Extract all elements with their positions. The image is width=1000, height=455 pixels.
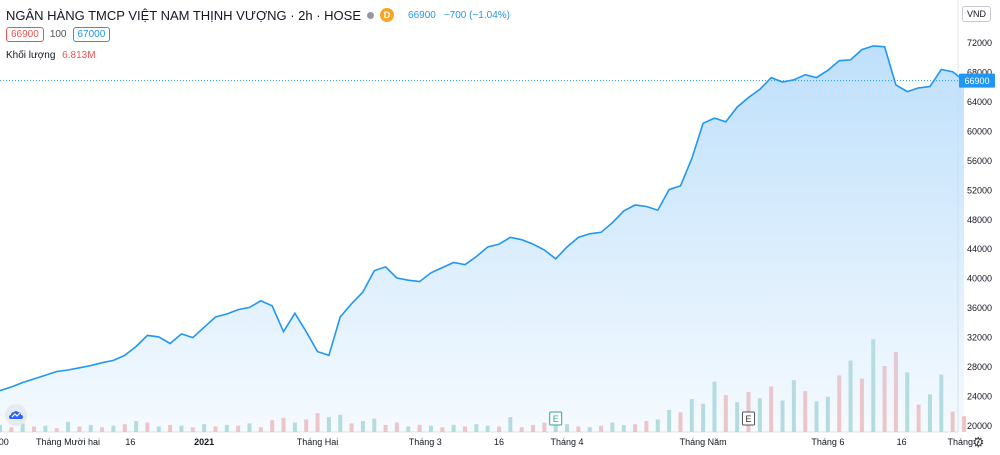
x-tick-label: 0:00	[0, 437, 9, 447]
x-tick-label: 16	[494, 437, 504, 447]
x-tick-label: Tháng Hai	[297, 437, 339, 447]
sell-button[interactable]: 66900	[6, 27, 44, 42]
y-tick-label: 20000	[967, 421, 992, 431]
earnings-marker: E	[549, 411, 563, 426]
tradingview-cloud-icon[interactable]	[5, 404, 27, 426]
last-price: 66900	[408, 9, 436, 21]
price-area	[0, 45, 964, 433]
data-delay-badge[interactable]: D	[380, 8, 395, 22]
y-tick-label: 40000	[967, 274, 992, 284]
y-tick-label: 44000	[967, 244, 992, 254]
buy-button[interactable]: 67000	[72, 27, 111, 42]
volume-value: 6.813M	[62, 50, 96, 61]
x-tick-label: Tháng 4	[551, 437, 584, 447]
volume-legend[interactable]: Khối lượng 6.813M	[6, 50, 96, 61]
price-line	[0, 45, 965, 392]
market-status-dot	[367, 11, 375, 19]
last-price-tag	[959, 73, 995, 88]
gear-icon[interactable]: ⚙	[972, 434, 985, 450]
y-tick-label: 28000	[967, 362, 992, 372]
y-tick-label: 48000	[967, 215, 992, 225]
x-tick-label: Tháng 6	[811, 437, 844, 447]
y-tick-label: 68000	[967, 67, 992, 77]
y-tick-label: 52000	[967, 185, 992, 195]
svg-text:E: E	[553, 414, 559, 424]
x-tick-label: Tháng Năm	[680, 437, 727, 447]
y-tick-label: 64000	[967, 97, 992, 107]
x-tick-label: Tháng 7	[947, 437, 980, 447]
x-tick-label: Tháng Mười hai	[36, 437, 100, 447]
x-tick-label: 16	[125, 437, 135, 447]
y-tick-label: 72000	[967, 38, 992, 48]
symbol-header: NGÂN HÀNG TMCP VIỆT NAM THỊNH VƯỢNG · 2h…	[6, 6, 510, 24]
bid-ask-row: 66900 100 67000	[6, 27, 111, 42]
volume-label: Khối lượng	[6, 50, 56, 61]
x-tick-label: 2021	[194, 437, 214, 447]
price-change: −700 (−1.04%)	[443, 9, 510, 21]
svg-text:E: E	[745, 414, 751, 424]
last-price-tag-label: 66900	[964, 76, 989, 86]
x-tick-label: Tháng 3	[409, 437, 442, 447]
y-tick-label: 56000	[967, 156, 992, 166]
earnings-marker: E	[742, 411, 755, 426]
y-tick-label: 60000	[967, 126, 992, 136]
y-tick-label: 24000	[967, 392, 992, 402]
currency-label[interactable]: VND	[962, 6, 992, 22]
symbol-title[interactable]: NGÂN HÀNG TMCP VIỆT NAM THỊNH VƯỢNG · 2h…	[6, 7, 362, 23]
spread-value: 100	[49, 29, 67, 40]
y-tick-label: 36000	[967, 303, 992, 313]
x-tick-label: 16	[897, 437, 907, 447]
y-tick-label: 32000	[967, 333, 992, 343]
